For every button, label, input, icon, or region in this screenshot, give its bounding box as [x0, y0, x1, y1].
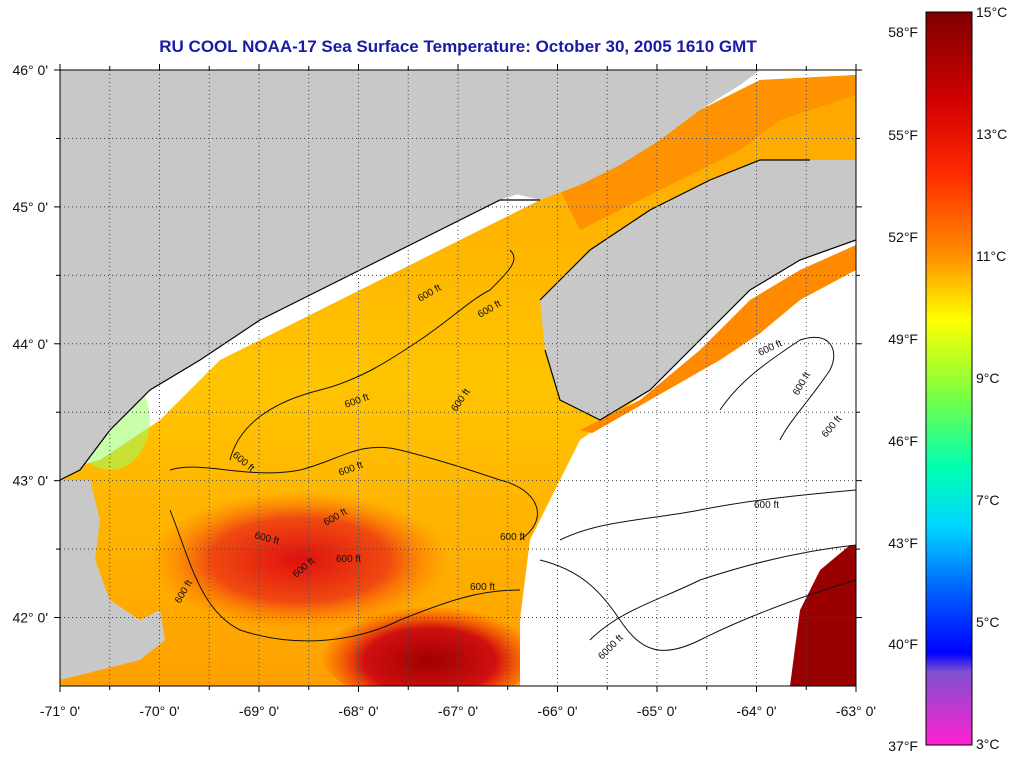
- lat-tick-label: 42° 0': [12, 610, 48, 626]
- colorbar-c-label: 3°C: [976, 736, 1000, 752]
- contour-6000ft: [539, 559, 856, 651]
- contour-label: 600 ft: [336, 554, 361, 565]
- warm-core-region: [150, 490, 450, 630]
- longitude-ticks: -71° 0' -70° 0' -69° 0' -68° 0' -67° 0' -66° …: [40, 64, 876, 719]
- colorbar-f-label: 52°F: [888, 229, 918, 245]
- land-new-england: [60, 70, 560, 480]
- land-nova-scotia: [540, 160, 856, 420]
- no-data-region: [520, 290, 856, 686]
- colorbar-f-label: 46°F: [888, 433, 918, 449]
- colorbar-c-label: 5°C: [976, 614, 1000, 630]
- lon-tick-label: -70° 0': [139, 703, 179, 719]
- lon-tick-label: -63° 0': [836, 703, 876, 719]
- colorbar-f-label: 55°F: [888, 127, 918, 143]
- contour-label: 600 ft: [470, 582, 495, 593]
- colorbar-f-label: 49°F: [888, 331, 918, 347]
- lon-tick-label: -67° 0': [438, 703, 478, 719]
- bay-of-fundy-field: [560, 75, 856, 230]
- colorbar-celsius-labels: 15°C 13°C 11°C 9°C 7°C 5°C 3°C: [976, 4, 1007, 752]
- coastline-maine: [60, 199, 540, 481]
- coastline-fundy: [539, 159, 810, 301]
- lon-tick-label: -66° 0': [537, 703, 577, 719]
- contour-label: 600 ft: [500, 532, 525, 543]
- lon-tick-label: -71° 0': [40, 703, 80, 719]
- colorbar-c-label: 13°C: [976, 126, 1007, 142]
- grid-lines: [60, 70, 856, 686]
- colorbar-c-label: 11°C: [976, 248, 1006, 264]
- colorbar-f-label: 58°F: [888, 24, 918, 40]
- colorbar-f-label: 40°F: [888, 636, 918, 652]
- lon-tick-label: -68° 0': [338, 703, 378, 719]
- contour-600ft-c: [229, 249, 515, 461]
- map-title: RU COOL NOAA-17 Sea Surface Temperature:…: [159, 37, 757, 56]
- colorbar-c-label: 7°C: [976, 492, 1000, 508]
- contour-label: 600 ft: [754, 500, 779, 511]
- colorbar-c-label: 15°C: [976, 4, 1007, 20]
- lat-tick-label: 46° 0': [12, 62, 48, 78]
- contour-600ft-b: [169, 509, 521, 642]
- lat-tick-label: 45° 0': [12, 199, 48, 215]
- nova-scotia-coast-field: [580, 245, 856, 440]
- latitude-ticks: 46° 0' 45° 0' 44° 0' 43° 0' 42° 0': [12, 62, 862, 626]
- contour-600ft-a: [169, 446, 538, 541]
- colorbar-f-label: 37°F: [888, 738, 918, 754]
- land-cape-cod: [60, 480, 165, 680]
- contour-600ft-d: [719, 336, 835, 441]
- lat-tick-label: 43° 0': [12, 473, 48, 489]
- coastline-nova-scotia: [544, 239, 856, 421]
- colorbar: [925, 11, 973, 746]
- lat-tick-label: 44° 0': [12, 336, 48, 352]
- contour-6000ft-b: [589, 544, 856, 641]
- lon-tick-label: -69° 0': [239, 703, 279, 719]
- hot-region: [320, 595, 540, 686]
- lon-tick-label: -65° 0': [637, 703, 677, 719]
- colorbar-c-label: 9°C: [976, 370, 1000, 386]
- colorbar-f-label: 43°F: [888, 535, 918, 551]
- land-new-brunswick: [380, 70, 760, 200]
- lon-tick-label: -64° 0': [736, 703, 776, 719]
- colorbar-fahrenheit-labels: 58°F 55°F 52°F 49°F 46°F 43°F 40°F 37°F: [888, 24, 918, 754]
